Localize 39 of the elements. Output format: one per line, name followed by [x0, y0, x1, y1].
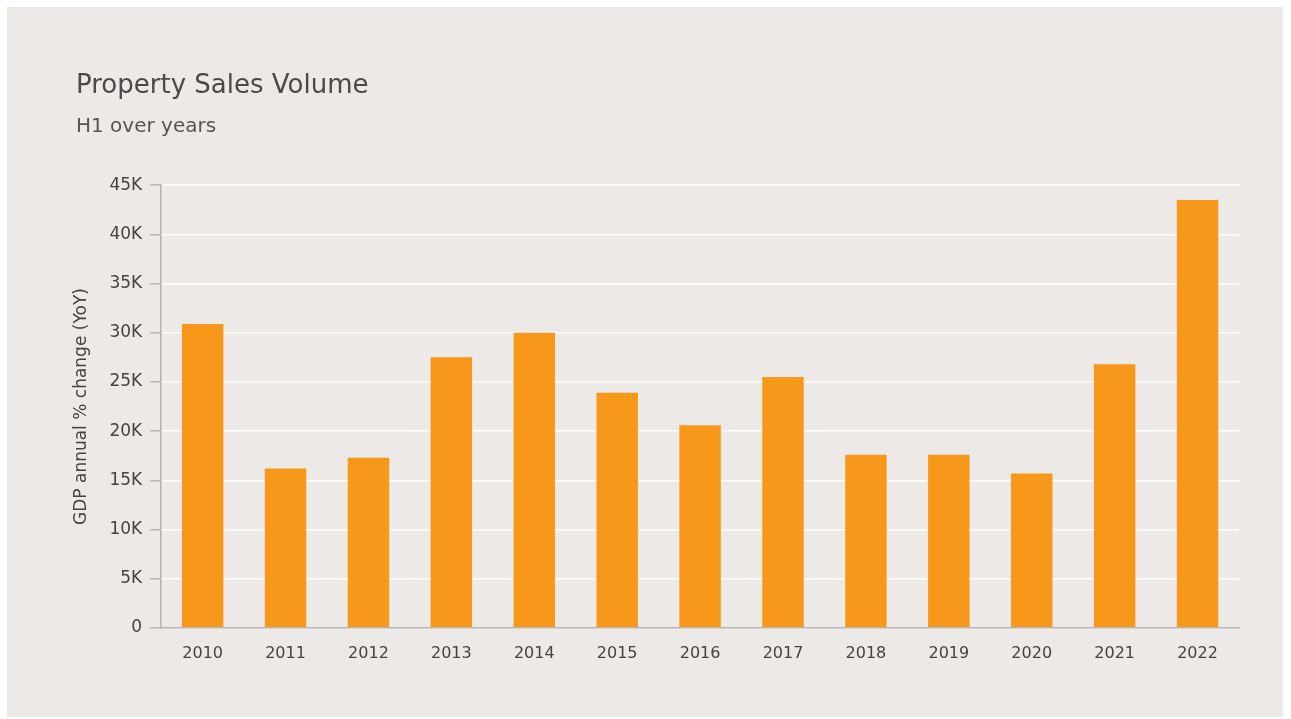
bar	[762, 376, 804, 628]
y-tick-label: 30K	[109, 321, 144, 342]
bar	[1011, 473, 1053, 628]
y-tick-label: 0	[131, 616, 143, 637]
bar	[513, 332, 555, 628]
chart-title: Property Sales Volume	[76, 69, 369, 99]
y-tick-label: 5K	[120, 567, 144, 588]
y-tick-label: 45K	[109, 173, 144, 194]
y-tick-label: 35K	[109, 271, 144, 292]
x-tick-label: 2015	[596, 642, 638, 662]
bar	[679, 425, 721, 628]
x-tick-label: 2017	[762, 642, 804, 662]
x-tick-label: 2010	[182, 642, 223, 662]
bar	[596, 392, 638, 628]
x-tick-label: 2012	[348, 642, 389, 662]
bar	[1176, 199, 1219, 628]
bar	[430, 357, 473, 628]
x-tick-label: 2018	[845, 642, 887, 662]
chart-subtitle: H1 over years	[76, 113, 217, 137]
y-tick-label: 10K	[109, 517, 144, 538]
x-tick-label: 2022	[1177, 642, 1218, 662]
x-tick-label: 2020	[1011, 642, 1053, 662]
bar	[1093, 364, 1136, 628]
bar	[347, 457, 390, 628]
x-tick-label: 2014	[513, 642, 555, 662]
bar	[264, 468, 307, 628]
y-axis-title: GDP annual % change (YoY)	[69, 288, 90, 525]
bar	[845, 454, 887, 628]
x-tick-label: 2019	[928, 642, 970, 662]
y-tick-label: 15K	[109, 468, 144, 489]
x-tick-label: 2021	[1094, 642, 1135, 662]
x-tick-label: 2016	[679, 642, 721, 662]
x-tick-label: 2013	[431, 642, 472, 662]
x-tick-label: 2011	[265, 642, 306, 662]
bar	[181, 323, 224, 628]
bar	[928, 454, 970, 628]
y-tick-label: 40K	[109, 222, 144, 243]
y-tick-label: 25K	[109, 370, 144, 391]
y-tick-label: 20K	[109, 419, 144, 440]
